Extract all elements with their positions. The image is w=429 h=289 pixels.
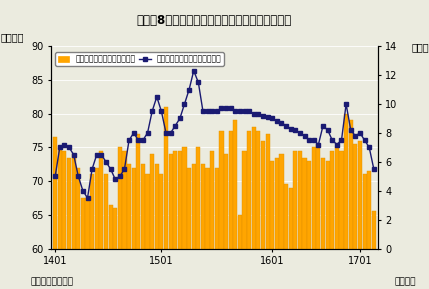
Bar: [173, 151, 177, 289]
Bar: [275, 158, 279, 289]
Bar: [85, 198, 90, 289]
Bar: [81, 198, 85, 289]
Bar: [109, 205, 113, 289]
Bar: [72, 154, 76, 289]
Bar: [192, 164, 196, 289]
Bar: [358, 141, 362, 289]
Bar: [155, 164, 159, 289]
Bar: [266, 134, 270, 289]
Bar: [215, 168, 219, 289]
Bar: [122, 151, 127, 289]
Bar: [261, 141, 265, 289]
Bar: [316, 144, 320, 289]
Bar: [270, 161, 274, 289]
Bar: [113, 208, 117, 289]
Bar: [159, 174, 163, 289]
Bar: [145, 174, 150, 289]
Bar: [326, 161, 330, 289]
Bar: [219, 131, 224, 289]
Bar: [229, 131, 233, 289]
Bar: [284, 184, 288, 289]
Bar: [136, 134, 140, 289]
Bar: [127, 164, 131, 289]
Text: （年月）: （年月）: [395, 277, 416, 286]
Bar: [76, 168, 80, 289]
Bar: [367, 171, 371, 289]
Bar: [150, 154, 154, 289]
Bar: [302, 158, 307, 289]
Text: （資料）日本銀行: （資料）日本銀行: [30, 277, 73, 286]
Bar: [67, 158, 71, 289]
Bar: [58, 147, 62, 289]
Bar: [187, 168, 191, 289]
Text: （図表8）マネタリーベース残高と前月比の推移: （図表8）マネタリーベース残高と前月比の推移: [137, 14, 292, 27]
Bar: [293, 151, 297, 289]
Y-axis label: （兆円）: （兆円）: [411, 42, 429, 52]
Bar: [344, 114, 348, 289]
Bar: [95, 168, 99, 289]
Bar: [210, 151, 214, 289]
Bar: [132, 168, 136, 289]
Bar: [104, 174, 108, 289]
Legend: 季節調整済み前月差（右軸）, マネタリーベース末残の前年差: 季節調整済み前月差（右軸）, マネタリーベース末残の前年差: [55, 52, 224, 66]
Bar: [353, 144, 357, 289]
Bar: [372, 212, 376, 289]
Bar: [201, 164, 205, 289]
Bar: [224, 154, 228, 289]
Bar: [205, 168, 210, 289]
Bar: [298, 151, 302, 289]
Y-axis label: （兆円）: （兆円）: [0, 32, 24, 42]
Bar: [233, 121, 237, 289]
Bar: [196, 147, 200, 289]
Bar: [238, 215, 242, 289]
Bar: [330, 151, 334, 289]
Bar: [169, 154, 173, 289]
Bar: [141, 164, 145, 289]
Bar: [335, 147, 339, 289]
Bar: [307, 161, 311, 289]
Bar: [118, 147, 122, 289]
Bar: [252, 127, 256, 289]
Bar: [90, 174, 94, 289]
Bar: [99, 151, 103, 289]
Bar: [363, 174, 367, 289]
Bar: [53, 137, 57, 289]
Bar: [242, 151, 247, 289]
Bar: [279, 154, 284, 289]
Bar: [339, 151, 344, 289]
Bar: [256, 131, 260, 289]
Bar: [164, 107, 168, 289]
Bar: [349, 121, 353, 289]
Bar: [178, 151, 182, 289]
Bar: [321, 158, 325, 289]
Bar: [289, 188, 293, 289]
Bar: [182, 147, 187, 289]
Bar: [312, 147, 316, 289]
Bar: [62, 151, 66, 289]
Bar: [247, 131, 251, 289]
